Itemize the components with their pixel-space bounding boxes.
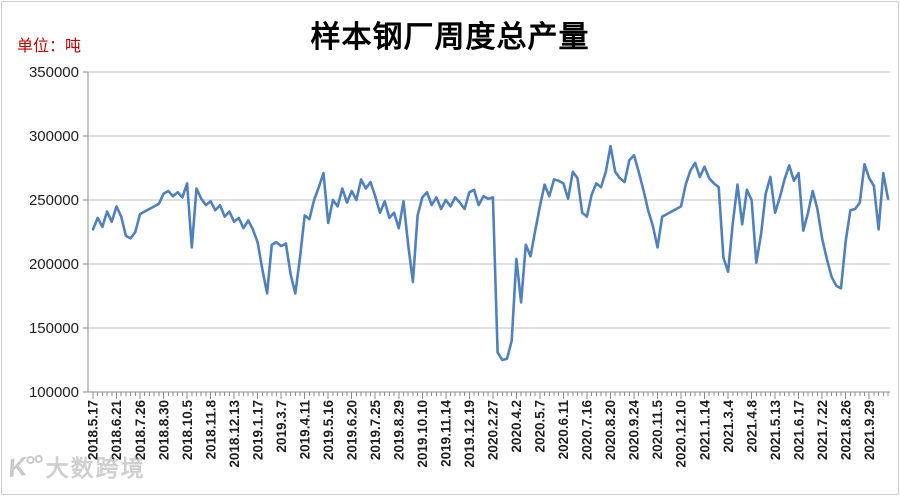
svg-text:2020.4.2: 2020.4.2 bbox=[509, 400, 524, 453]
svg-text:2021.7.22: 2021.7.22 bbox=[815, 400, 830, 460]
svg-text:2019.1.17: 2019.1.17 bbox=[250, 400, 265, 460]
svg-text:2020.5.7: 2020.5.7 bbox=[533, 400, 548, 453]
svg-text:2019.4.11: 2019.4.11 bbox=[297, 400, 312, 460]
svg-text:2019.6.20: 2019.6.20 bbox=[344, 400, 359, 460]
gridlines bbox=[88, 71, 890, 329]
svg-text:2021.6.17: 2021.6.17 bbox=[791, 400, 806, 460]
svg-text:200000: 200000 bbox=[29, 256, 79, 273]
svg-text:2018.8.30: 2018.8.30 bbox=[156, 400, 171, 460]
chart-title: 样本钢厂周度总产量 bbox=[310, 21, 590, 54]
svg-text:2020.8.20: 2020.8.20 bbox=[603, 400, 618, 460]
svg-text:2019.3.7: 2019.3.7 bbox=[274, 400, 289, 453]
svg-text:2021.8.26: 2021.8.26 bbox=[838, 400, 853, 461]
svg-text:150000: 150000 bbox=[29, 320, 79, 337]
x-axis-ticks bbox=[92, 392, 889, 396]
svg-text:100000: 100000 bbox=[29, 384, 79, 401]
svg-text:2020.2.27: 2020.2.27 bbox=[486, 400, 501, 460]
svg-text:2020.11.5: 2020.11.5 bbox=[650, 400, 665, 460]
svg-text:2019.10.10: 2019.10.10 bbox=[415, 400, 430, 468]
svg-text:2021.9.29: 2021.9.29 bbox=[862, 400, 877, 460]
svg-text:2019.11.14: 2019.11.14 bbox=[439, 400, 454, 467]
svg-text:2021.3.4: 2021.3.4 bbox=[721, 400, 736, 453]
y-axis-labels: 100000 150000 200000 250000 300000 350000 bbox=[29, 64, 88, 401]
svg-text:250000: 250000 bbox=[29, 192, 79, 209]
svg-text:2019.12.19: 2019.12.19 bbox=[462, 400, 477, 468]
svg-text:2018.11.8: 2018.11.8 bbox=[203, 400, 218, 460]
svg-text:2018.6.21: 2018.6.21 bbox=[109, 400, 124, 461]
svg-text:300000: 300000 bbox=[29, 128, 79, 145]
svg-text:2020.9.24: 2020.9.24 bbox=[627, 400, 642, 461]
svg-text:350000: 350000 bbox=[29, 64, 79, 81]
svg-text:2020.12.10: 2020.12.10 bbox=[674, 400, 689, 468]
svg-text:2019.8.29: 2019.8.29 bbox=[391, 400, 406, 460]
weekly-production-line bbox=[91, 144, 890, 362]
svg-text:2020.7.16: 2020.7.16 bbox=[580, 400, 595, 461]
x-axis-labels: 2018.5.17 2018.6.21 2018.7.26 2018.8.30 2018… bbox=[86, 392, 877, 468]
unit-label: 单位：吨 bbox=[17, 38, 82, 55]
svg-text:2021.1.14: 2021.1.14 bbox=[697, 400, 712, 461]
svg-text:2018.12.13: 2018.12.13 bbox=[227, 400, 242, 468]
svg-text:2018.7.26: 2018.7.26 bbox=[133, 400, 148, 461]
svg-text:2020.6.11: 2020.6.11 bbox=[556, 400, 571, 460]
svg-text:2019.5.16: 2019.5.16 bbox=[321, 400, 336, 461]
svg-text:2021.5.13: 2021.5.13 bbox=[768, 400, 783, 461]
svg-text:2018.5.17: 2018.5.17 bbox=[86, 400, 101, 460]
svg-text:2018.10.5: 2018.10.5 bbox=[180, 400, 195, 461]
axes bbox=[87, 72, 890, 393]
svg-text:2019.7.25: 2019.7.25 bbox=[368, 400, 383, 461]
svg-text:2021.4.8: 2021.4.8 bbox=[744, 400, 759, 453]
